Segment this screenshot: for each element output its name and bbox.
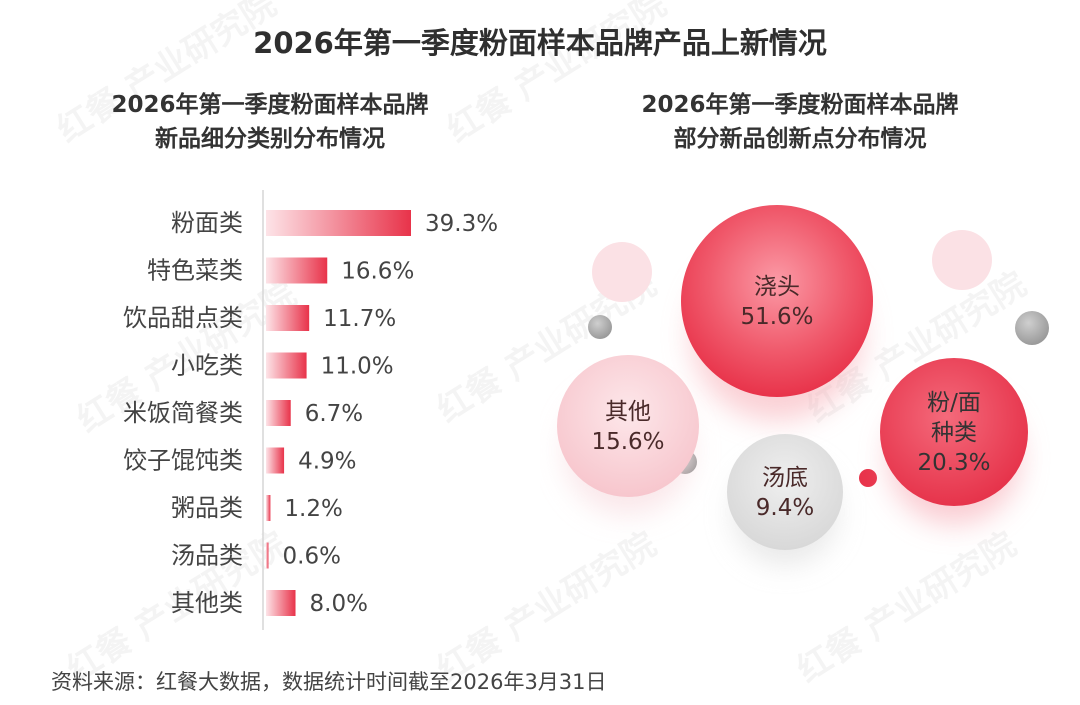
- bar-value-label: 6.7%: [305, 401, 363, 427]
- category-label: 其他类: [171, 589, 243, 617]
- source-note: 资料来源：红餐大数据，数据统计时间截至2026年3月31日: [51, 670, 607, 694]
- category-label: 粥品类: [171, 494, 243, 522]
- bar: [266, 305, 310, 331]
- bar: [266, 542, 269, 569]
- category-label: 小吃类: [171, 352, 243, 380]
- bar-value-label: 4.9%: [298, 449, 356, 475]
- category-label: 饮品甜点类: [123, 304, 243, 332]
- decor-circle: [932, 230, 992, 290]
- bubble-name-label: 粉/面: [927, 390, 981, 416]
- bubble-value-label: 20.3%: [917, 450, 990, 476]
- bar-value-label: 0.6%: [283, 544, 341, 570]
- bubble: [727, 434, 843, 550]
- decor-circle: [588, 315, 612, 339]
- bar: [266, 257, 328, 284]
- category-label: 粉面类: [171, 209, 243, 237]
- bubble-name-label: 种类: [931, 420, 977, 446]
- decor-circle: [592, 242, 652, 302]
- bubble-value-label: 51.6%: [740, 304, 813, 330]
- bar-value-label: 11.0%: [321, 354, 394, 380]
- bubble-name-label: 浇头: [754, 274, 800, 300]
- bubble-value-label: 9.4%: [756, 495, 814, 521]
- bar: [266, 352, 307, 379]
- bar: [266, 400, 291, 426]
- bar-value-label: 11.7%: [323, 306, 396, 332]
- right-subtitle: 2026年第一季度粉面样本品牌 部分新品创新点分布情况: [550, 88, 1050, 156]
- bar: [266, 495, 271, 521]
- category-label: 特色菜类: [147, 257, 243, 285]
- bubble-value-label: 15.6%: [591, 429, 664, 455]
- decor-circle: [1015, 311, 1049, 345]
- bubble-name-label: 汤底: [762, 465, 808, 491]
- category-label: 米饭简餐类: [123, 399, 243, 427]
- left-subtitle-line2: 新品细分类别分布情况: [155, 126, 385, 152]
- category-label: 饺子馄饨类: [123, 447, 243, 475]
- bubble: [557, 355, 699, 497]
- bar: [266, 447, 285, 474]
- page-title: 2026年第一季度粉面样本品牌产品上新情况: [253, 26, 827, 60]
- bubble: [880, 358, 1028, 506]
- left-subtitle: 2026年第一季度粉面样本品牌 新品细分类别分布情况: [20, 88, 520, 156]
- right-subtitle-line1: 2026年第一季度粉面样本品牌: [641, 92, 959, 118]
- right-subtitle-line2: 部分新品创新点分布情况: [673, 126, 927, 152]
- category-label: 汤品类: [171, 542, 243, 570]
- bar-value-label: 1.2%: [284, 496, 342, 522]
- bubble: [681, 205, 873, 397]
- bar-value-label: 16.6%: [341, 259, 414, 285]
- decor-circle: [859, 469, 877, 487]
- bar: [266, 590, 296, 616]
- bubble-name-label: 其他: [605, 399, 651, 425]
- category-bar-chart: 粉面类 39.3% 特色菜类 16.6% 饮品甜点类 11.7% 小吃类 11.0% 米饭简餐类…: [123, 190, 498, 630]
- left-subtitle-line1: 2026年第一季度粉面样本品牌: [111, 92, 429, 118]
- bar-value-label: 39.3%: [425, 211, 498, 237]
- bar-value-label: 8.0%: [310, 591, 368, 617]
- innovation-bubble-chart: 浇头 51.6% 粉/面种类 20.3% 其他 15.6% 汤底 9.4%: [557, 205, 1049, 565]
- bar: [266, 210, 411, 236]
